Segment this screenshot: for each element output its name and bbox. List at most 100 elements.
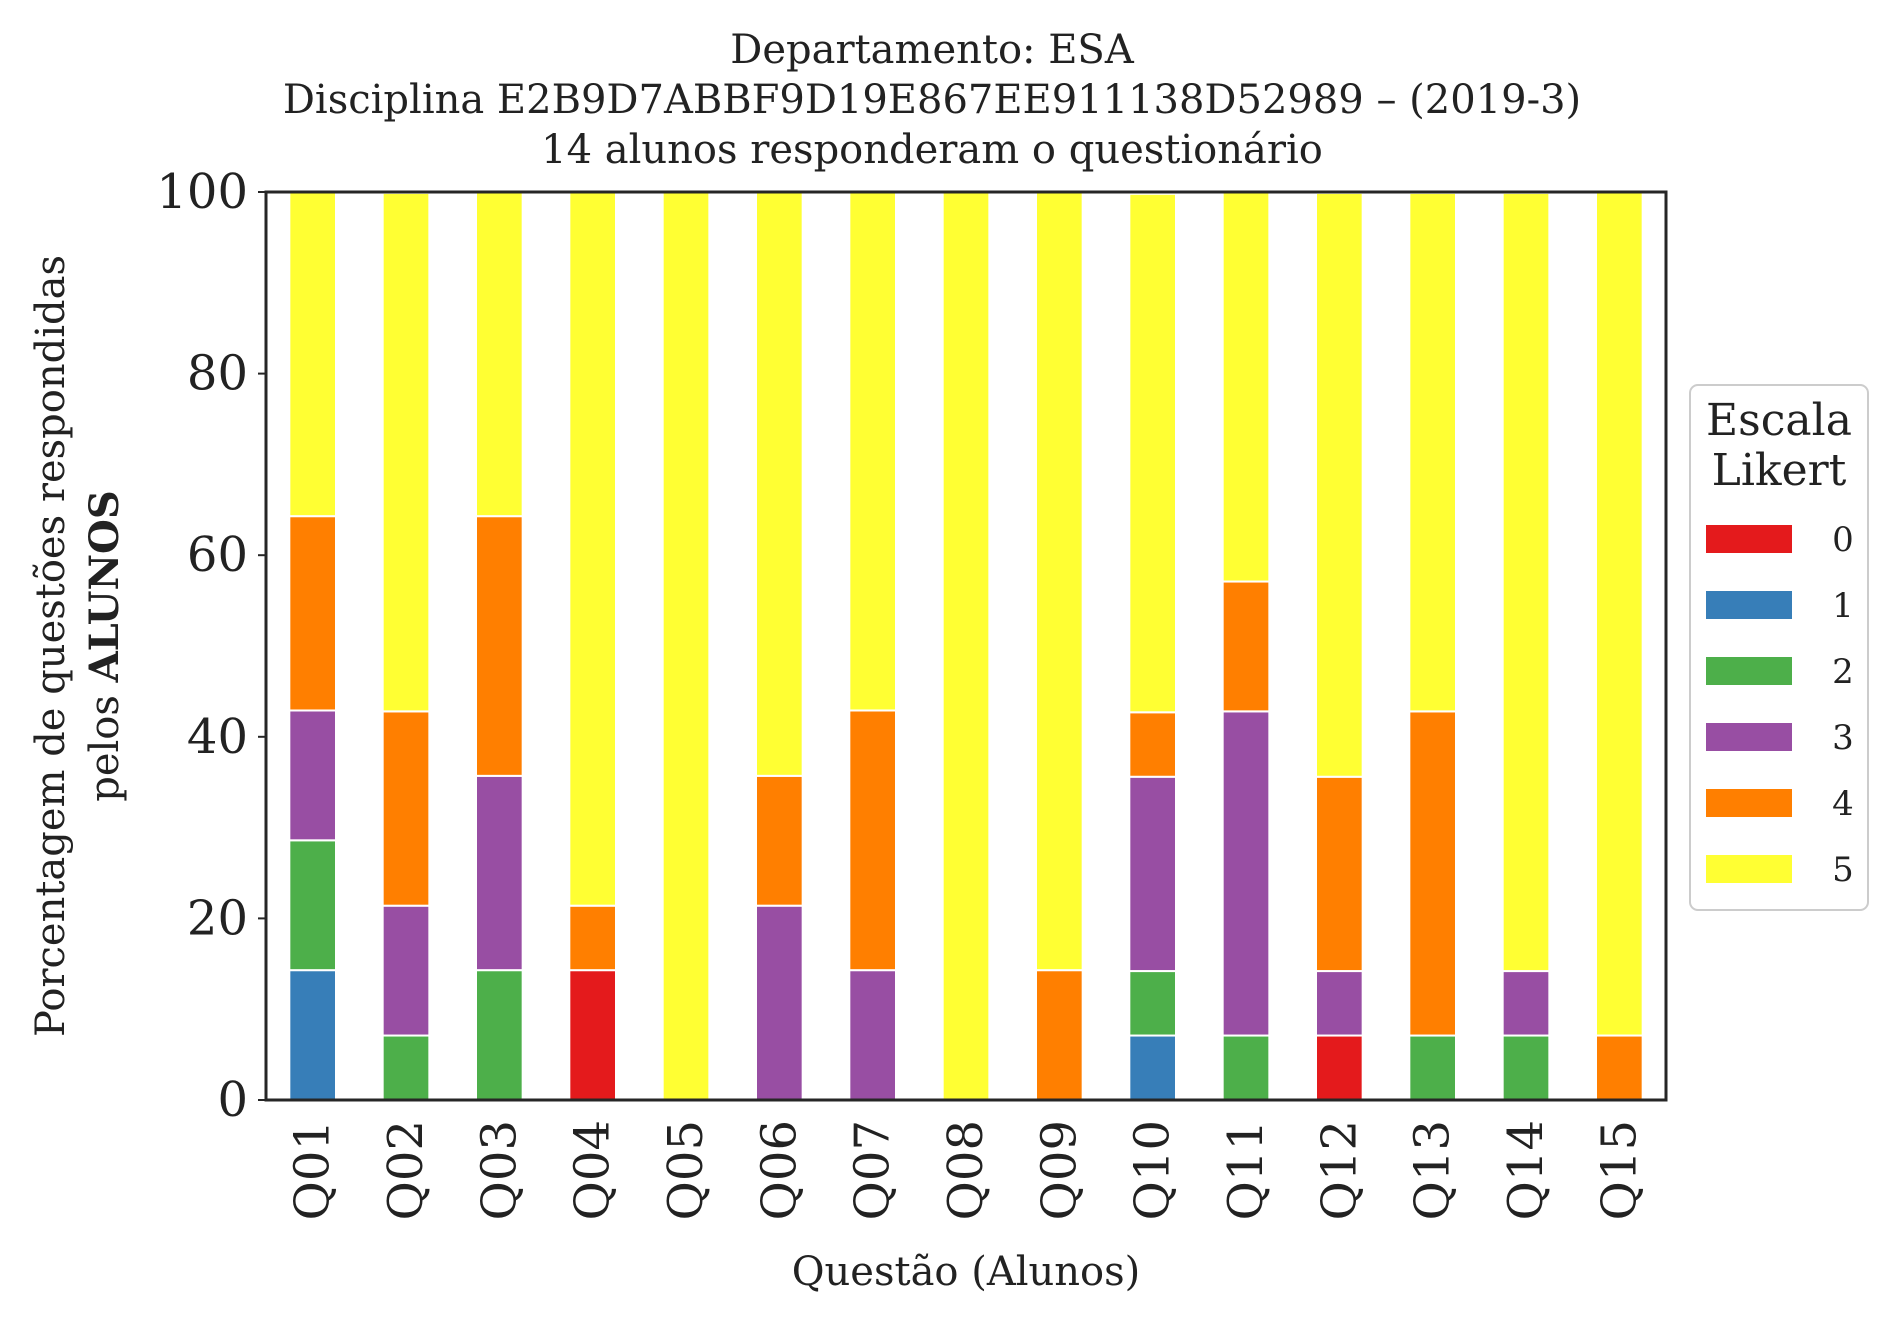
legend: Escala Likert 0 1 2 3 4 5 bbox=[1689, 384, 1869, 911]
x-tick-label: Q05 bbox=[658, 1120, 714, 1220]
x-tick-label: Q11 bbox=[1218, 1120, 1274, 1220]
legend-swatch-4 bbox=[1706, 789, 1792, 817]
legend-label-1: 1 bbox=[1832, 586, 1854, 626]
bar-segment-q01-likert-1 bbox=[288, 969, 337, 1101]
bar-segment-q09-likert-4 bbox=[1035, 969, 1084, 1101]
x-tick-label: Q03 bbox=[471, 1120, 527, 1220]
x-tick-label: Q09 bbox=[1031, 1120, 1087, 1220]
bar-segment-q03-likert-3 bbox=[475, 774, 524, 972]
legend-label-0: 0 bbox=[1832, 520, 1854, 560]
bar-segment-q09-likert-5 bbox=[1035, 191, 1084, 972]
bar-segment-q13-likert-5 bbox=[1408, 191, 1457, 713]
bar-segment-q07-likert-5 bbox=[848, 191, 898, 712]
bar-segment-q11-likert-4 bbox=[1221, 580, 1271, 713]
legend-label-4: 4 bbox=[1832, 784, 1854, 824]
legend-swatch-1 bbox=[1706, 591, 1792, 619]
bar-segment-q12-likert-4 bbox=[1315, 775, 1364, 973]
y-tick-label: 40 bbox=[187, 709, 248, 765]
bar-segment-q14-likert-3 bbox=[1501, 970, 1551, 1037]
bar-segment-q04-likert-5 bbox=[568, 191, 618, 907]
legend-label-5: 5 bbox=[1832, 850, 1854, 890]
x-tick-label: Q08 bbox=[938, 1120, 994, 1220]
y-axis-ticks: 0 20 40 60 80 100 bbox=[156, 164, 266, 1128]
bar-segment-q15-likert-5 bbox=[1595, 191, 1644, 1037]
y-tick-label: 60 bbox=[187, 527, 248, 583]
bar-segment-q11-likert-2 bbox=[1221, 1034, 1271, 1102]
legend-title-line-2: Likert bbox=[1712, 445, 1847, 496]
x-tick-label: Q04 bbox=[565, 1120, 621, 1220]
bar-segment-q10-likert-5 bbox=[1128, 192, 1177, 714]
bar-segment-q12-likert-0 bbox=[1315, 1034, 1364, 1102]
bar-segment-q01-likert-5 bbox=[288, 191, 337, 518]
bar-segment-q14-likert-5 bbox=[1501, 191, 1551, 973]
bar-segment-q07-likert-3 bbox=[848, 969, 898, 1101]
y-axis-label-line-1: Porcentagem de questões respondidas bbox=[28, 255, 74, 1037]
bar-segment-q01-likert-3 bbox=[288, 709, 337, 842]
bar-segment-q10-likert-4 bbox=[1128, 711, 1177, 778]
plot-frame bbox=[264, 190, 1668, 1102]
y-axis-label: Porcentagem de questões respondidas pelo… bbox=[28, 255, 128, 1037]
chart-title: Departamento: ESA Disciplina E2B9D7ABBF9… bbox=[283, 27, 1581, 173]
bar-segment-q06-likert-4 bbox=[755, 774, 804, 907]
legend-swatch-2 bbox=[1706, 657, 1792, 685]
x-tick-label: Q10 bbox=[1125, 1120, 1181, 1220]
bar-segment-q02-likert-3 bbox=[381, 904, 431, 1037]
x-tick-label: Q13 bbox=[1405, 1120, 1461, 1220]
bar-segment-q02-likert-5 bbox=[381, 191, 431, 713]
x-tick-label: Q02 bbox=[378, 1120, 434, 1220]
title-line-2: Disciplina E2B9D7ABBF9D19E867EE911138D52… bbox=[283, 77, 1581, 123]
x-tick-label: Q15 bbox=[1591, 1120, 1647, 1220]
bar-segment-q13-likert-2 bbox=[1408, 1034, 1457, 1102]
x-tick-label: Q07 bbox=[845, 1120, 901, 1220]
bar-segment-q03-likert-5 bbox=[475, 191, 524, 518]
legend-swatch-0 bbox=[1706, 525, 1792, 553]
bar-segment-q14-likert-2 bbox=[1501, 1034, 1551, 1102]
bar-segment-q04-likert-4 bbox=[568, 904, 618, 972]
bar-segment-q01-likert-4 bbox=[288, 515, 337, 712]
x-axis-ticks: Q01 Q02 Q03 Q04 Q05 Q06 Q07 Q08 Q09 Q10 Q11 Q12 Q13 Q… bbox=[285, 1120, 1648, 1220]
y-axis-label-prefix: pelos bbox=[82, 682, 128, 801]
y-tick-label: 100 bbox=[156, 164, 248, 220]
legend-label-3: 3 bbox=[1832, 718, 1854, 758]
legend-swatch-3 bbox=[1706, 723, 1792, 751]
y-tick-label: 80 bbox=[187, 346, 248, 402]
bar-segment-q11-likert-3 bbox=[1221, 710, 1271, 1037]
bar-segment-q12-likert-5 bbox=[1315, 191, 1364, 778]
bar-segment-q01-likert-2 bbox=[288, 839, 337, 972]
y-tick-label: 0 bbox=[217, 1072, 248, 1128]
bar-segment-q03-likert-2 bbox=[475, 969, 524, 1101]
title-line-3: 14 alunos responderam o questionário bbox=[541, 127, 1323, 173]
bar-segment-q10-likert-2 bbox=[1128, 970, 1177, 1037]
bars-layer bbox=[288, 191, 1644, 1102]
bar-segment-q10-likert-3 bbox=[1128, 775, 1177, 973]
bar-segment-q06-likert-5 bbox=[755, 191, 804, 777]
bar-segment-q11-likert-5 bbox=[1221, 191, 1271, 583]
bar-segment-q03-likert-4 bbox=[475, 515, 524, 777]
bar-segment-q02-likert-2 bbox=[381, 1034, 431, 1102]
legend-title-line-1: Escala bbox=[1706, 395, 1852, 446]
y-axis-label-line-2: pelos ALUNOS bbox=[81, 490, 128, 802]
bar-segment-q04-likert-0 bbox=[568, 969, 618, 1101]
bar-segment-q12-likert-3 bbox=[1315, 970, 1364, 1037]
legend-frame bbox=[1689, 384, 1869, 911]
bar-segment-q05-likert-5 bbox=[661, 191, 711, 1101]
bar-segment-q10-likert-1 bbox=[1128, 1034, 1177, 1102]
x-tick-label: Q12 bbox=[1311, 1120, 1367, 1220]
x-axis-label: Questão (Alunos) bbox=[792, 1249, 1141, 1295]
y-tick-label: 20 bbox=[187, 890, 248, 946]
title-line-1: Departamento: ESA bbox=[730, 27, 1135, 73]
bar-segment-q06-likert-3 bbox=[755, 904, 804, 1101]
legend-label-2: 2 bbox=[1832, 652, 1854, 692]
x-tick-label: Q01 bbox=[285, 1120, 341, 1220]
legend-items: 0 1 2 3 4 5 bbox=[1706, 520, 1854, 890]
bar-segment-q07-likert-4 bbox=[848, 709, 898, 972]
x-tick-label: Q06 bbox=[751, 1120, 807, 1220]
bar-segment-q15-likert-4 bbox=[1595, 1034, 1644, 1102]
legend-swatch-5 bbox=[1706, 855, 1792, 883]
bar-segment-q08-likert-5 bbox=[941, 191, 991, 1101]
y-axis-label-bold: ALUNOS bbox=[81, 490, 128, 683]
bar-segment-q13-likert-4 bbox=[1408, 710, 1457, 1037]
bar-segment-q02-likert-4 bbox=[381, 710, 431, 907]
x-tick-label: Q14 bbox=[1498, 1120, 1554, 1220]
